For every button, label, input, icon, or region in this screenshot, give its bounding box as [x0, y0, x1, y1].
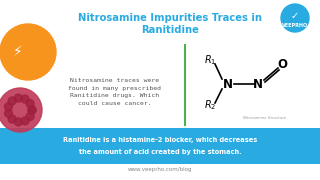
FancyBboxPatch shape: [0, 128, 320, 164]
Text: Ranitidine is a histamine-2 blocker, which decreases: Ranitidine is a histamine-2 blocker, whi…: [63, 137, 257, 143]
Circle shape: [21, 95, 29, 103]
Circle shape: [26, 112, 34, 120]
Text: Nitrosamine Structure: Nitrosamine Structure: [244, 116, 287, 120]
Circle shape: [281, 4, 309, 32]
Circle shape: [4, 109, 12, 117]
Circle shape: [14, 94, 22, 102]
Circle shape: [0, 24, 56, 80]
Circle shape: [14, 118, 22, 126]
Text: $R_1$: $R_1$: [204, 53, 216, 67]
Text: www.veeprho.com/blog: www.veeprho.com/blog: [128, 168, 192, 172]
Circle shape: [26, 100, 34, 107]
Text: O: O: [277, 57, 287, 71]
Circle shape: [28, 106, 36, 114]
Text: ⚡: ⚡: [13, 45, 23, 59]
Circle shape: [21, 117, 29, 125]
Text: VEEPRHO: VEEPRHO: [282, 22, 308, 28]
Circle shape: [8, 115, 16, 123]
Circle shape: [8, 97, 16, 105]
Text: the amount of acid created by the stomach.: the amount of acid created by the stomac…: [79, 149, 241, 155]
Circle shape: [0, 88, 42, 132]
Text: Nitrosamine Impurities Traces in: Nitrosamine Impurities Traces in: [78, 13, 262, 23]
Circle shape: [4, 103, 12, 111]
Text: Nitrosamine traces were
found in many prescribed
Ranitidine drugs. Which
could c: Nitrosamine traces were found in many pr…: [68, 78, 162, 106]
Text: ✓: ✓: [291, 11, 299, 21]
Text: N: N: [253, 78, 263, 91]
Text: Ranitidine: Ranitidine: [141, 25, 199, 35]
Text: N: N: [223, 78, 233, 91]
Text: $R_2$: $R_2$: [204, 98, 216, 112]
Circle shape: [28, 106, 36, 114]
